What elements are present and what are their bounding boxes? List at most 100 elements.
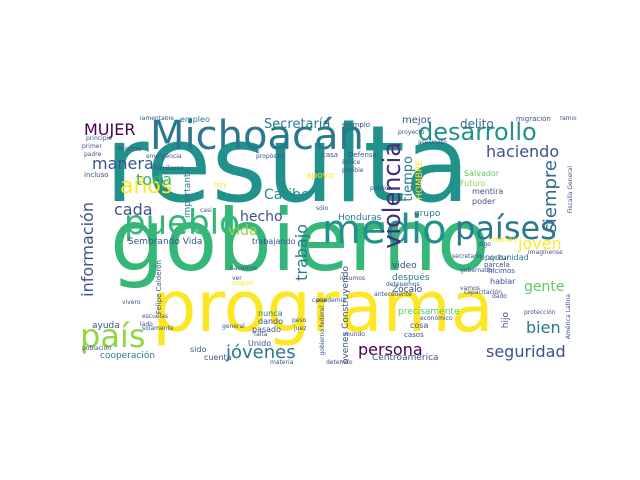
word-centroamerica: Centroamérica (372, 353, 439, 363)
word-sido: sido (190, 345, 207, 354)
word-importante: importante (183, 168, 193, 219)
word-empleo: empleo (180, 116, 210, 124)
word-poder: poder (472, 197, 496, 206)
word-secretaria: Secretaría (264, 117, 331, 132)
word-cooperacion: cooperación (100, 351, 156, 361)
word-jovenes: jóvenes (226, 342, 296, 363)
word-poblacion: población (82, 345, 112, 352)
word-hecho: hecho (240, 209, 283, 225)
word-hicimos: hicimos (488, 267, 515, 275)
word-seguridad: seguridad (486, 342, 566, 361)
word-materia: materia (270, 359, 294, 366)
word-michoacan: Michoacán (150, 116, 364, 159)
word-felipe-calderon: Felipe Calderón (155, 260, 163, 315)
word-casos: casos (404, 331, 424, 339)
word-tiempo: tiempo (401, 156, 416, 202)
word-mundo: mundo (344, 331, 365, 338)
word-detenemos: detenemos (386, 281, 420, 288)
word-juez: juez (294, 325, 307, 332)
word-trabajando: trabajando (252, 237, 296, 246)
word-familia: familia (560, 116, 577, 122)
word-imaginense: imagínense (528, 249, 563, 256)
word-grupo: grupo (414, 209, 441, 219)
word-ver: ver (232, 275, 242, 282)
word-vivero: vivero (122, 299, 141, 306)
word-delito: delito (460, 117, 494, 131)
word-siempre: siempre (540, 160, 561, 233)
word-hoy: hoy (214, 181, 227, 189)
word-lado: lado (140, 321, 153, 328)
word-zocalo: Zócalo (392, 285, 423, 295)
word-capacitacion: capacitación (464, 289, 502, 296)
word-casa: casa (322, 151, 339, 159)
word-fiscalia-general: Fiscalía General (567, 166, 574, 214)
word-digo: digo (478, 241, 491, 248)
word-secretario: secretario (452, 253, 482, 260)
word-belice: Belice (342, 159, 361, 166)
word-paises: países (455, 209, 557, 247)
word-emergencia: emergencia (146, 153, 182, 160)
word-detenido: detenido (326, 359, 353, 366)
word-parcela: parcela (484, 261, 510, 269)
word-casi: casi (200, 207, 212, 214)
word-trabajo: trabajo (292, 224, 311, 281)
word-caribe: Caribe (264, 187, 310, 203)
word-solamente: solamente (142, 325, 174, 332)
word-general: general (222, 323, 245, 330)
word-dando: dando (258, 317, 284, 326)
word-manera: manera (92, 154, 154, 173)
word-persona: persona (358, 340, 423, 359)
word-nunca: nunca (258, 309, 283, 318)
word-ejemplo: ejemplo (342, 121, 371, 129)
word-video: video (392, 261, 417, 271)
word-familiares: familiares (154, 165, 184, 172)
word-cana: cana (312, 297, 327, 304)
word-oportunidad: oportunidad (480, 253, 529, 262)
word-joven: joven (518, 234, 562, 253)
word-sembrando-vida: Sembrando Vida (128, 237, 203, 247)
word-primer: primer (82, 143, 102, 150)
word-cosa: cosa (410, 321, 429, 330)
word-solo: sólo (316, 205, 329, 212)
word-defensa: Defensa (348, 151, 377, 159)
word-programa: programa (152, 266, 494, 348)
word-incluso: incluso (84, 171, 109, 179)
word-pueblo: pueblo (124, 203, 240, 243)
word-dado: dado (492, 293, 507, 300)
word-economico: económico (420, 315, 453, 322)
word-pasado: pasado (252, 325, 282, 334)
word-futuro: Futuro (460, 179, 486, 188)
word-padre: padre (84, 151, 102, 158)
word-mejor: mejor (402, 116, 431, 126)
word-principio: principio (86, 135, 112, 142)
word-hijo: hijo (501, 312, 511, 329)
word-cuenta: cuenta (204, 353, 232, 362)
word-vida: vida (228, 223, 258, 239)
word-ayuda: ayuda (92, 321, 120, 331)
word-posible: posible (342, 167, 364, 174)
word-america-latina: América Latina (565, 294, 572, 340)
word-gobernador: gobernador (460, 267, 495, 274)
word-medio: medio (322, 207, 447, 253)
word-hombre: HOMBRE (415, 160, 425, 200)
word-seguir: seguir (232, 279, 254, 287)
word-gente: gente (524, 279, 565, 295)
word-resulta: resulta (105, 116, 470, 226)
word-asesinato: asesinato (418, 139, 447, 146)
word-ayudar: ayudar (488, 255, 509, 262)
word-cloud-panel: resulta gobierno programa Michoacán medi… (80, 116, 577, 365)
word-falta: falta (254, 331, 268, 338)
word-precisamente: precisamente (398, 307, 460, 317)
word-mentira: mentira (472, 187, 504, 196)
word-informacion: información (80, 202, 97, 297)
word-peso: peso (292, 317, 307, 324)
word-publica: pública (370, 185, 392, 192)
word-haciendo: haciendo (486, 142, 560, 161)
word-pais: país (80, 317, 146, 355)
word-lamentable: lamentable (140, 116, 174, 122)
word-honduras: Honduras (338, 213, 382, 223)
word-antecedente: antecedente (374, 291, 412, 298)
word-gobierno: gobierno (110, 191, 490, 291)
word-proyecto: proyecto (398, 129, 425, 136)
